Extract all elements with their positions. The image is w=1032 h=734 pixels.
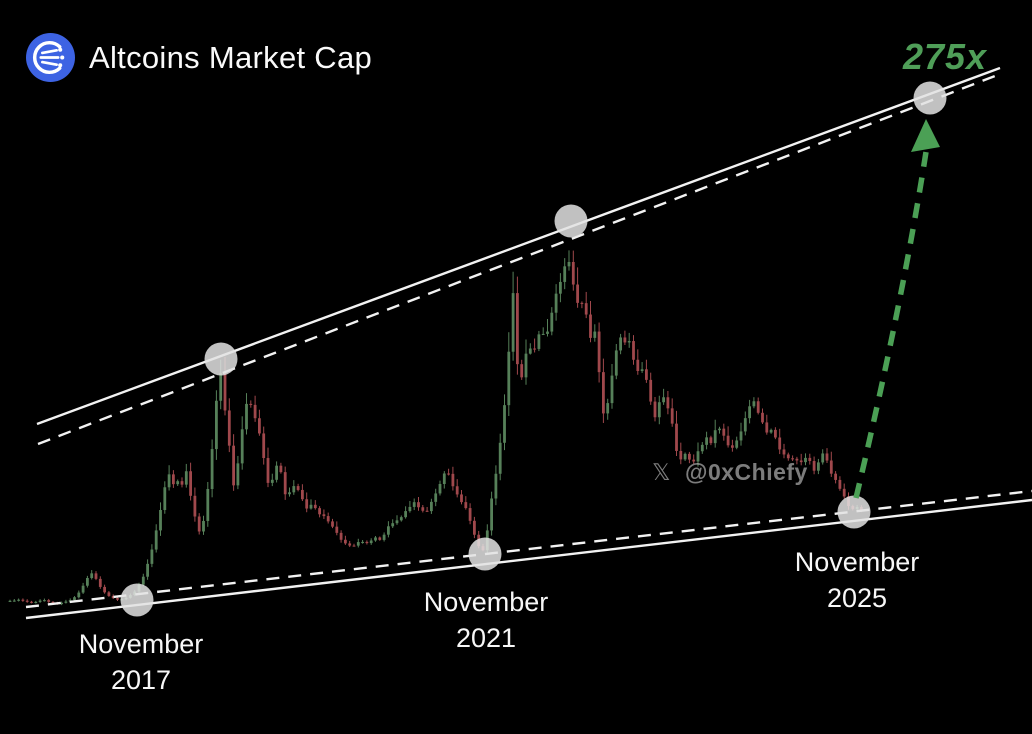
touch-marker bbox=[468, 537, 502, 571]
label-november-2025: November 2025 bbox=[794, 547, 920, 613]
label-november-2017: November 2017 bbox=[78, 629, 204, 695]
projection-arrowhead bbox=[911, 119, 940, 152]
upper-trendline-solid bbox=[36, 66, 1001, 426]
author-handle: @0xChiefy bbox=[685, 459, 808, 485]
projection-arrow bbox=[853, 119, 940, 499]
chart-header: Altcoins Market Cap bbox=[26, 33, 372, 82]
trendline-touch-markers bbox=[120, 81, 947, 617]
touch-marker bbox=[554, 204, 588, 238]
touch-marker bbox=[120, 583, 154, 617]
x-twitter-icon: 𝕏 bbox=[652, 459, 672, 485]
upper-trendline-dashed bbox=[37, 74, 996, 446]
touch-marker bbox=[837, 495, 871, 529]
chart-title: Altcoins Market Cap bbox=[89, 39, 373, 75]
author-watermark: 𝕏 @0xChiefy bbox=[652, 459, 808, 486]
candlestick-series bbox=[8, 250, 863, 606]
touch-marker bbox=[204, 342, 238, 376]
target-multiplier-annotation: 275x bbox=[902, 36, 988, 77]
coin-network-logo-icon bbox=[26, 33, 75, 82]
projection-arrow-shaft bbox=[853, 151, 929, 499]
touch-marker bbox=[913, 81, 947, 115]
label-november-2021: November 2021 bbox=[423, 587, 549, 653]
trend-channel-lines bbox=[25, 66, 1032, 620]
